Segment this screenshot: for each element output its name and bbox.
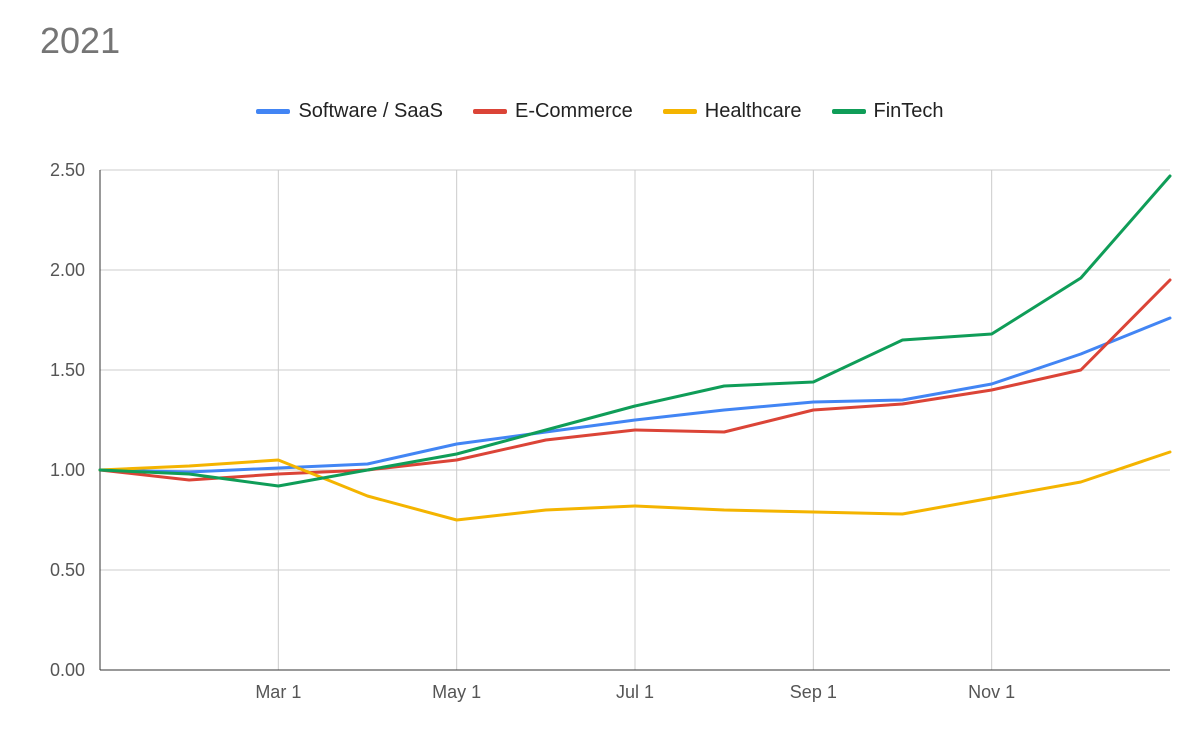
line-chart: 2021 Software / SaaS E-Commerce Healthca…: [0, 0, 1200, 742]
y-tick-label: 1.50: [50, 360, 85, 380]
x-tick-label: Mar 1: [255, 682, 301, 702]
y-tick-label: 0.50: [50, 560, 85, 580]
y-tick-label: 2.50: [50, 160, 85, 180]
y-tick-label: 2.00: [50, 260, 85, 280]
x-tick-label: May 1: [432, 682, 481, 702]
y-tick-label: 1.00: [50, 460, 85, 480]
x-tick-label: Nov 1: [968, 682, 1015, 702]
x-tick-label: Sep 1: [790, 682, 837, 702]
x-tick-label: Jul 1: [616, 682, 654, 702]
plot-svg: 0.00 0.50 1.00 1.50 2.00 2.50 Mar 1 May 1 Jul 1 S…: [0, 0, 1200, 742]
y-tick-label: 0.00: [50, 660, 85, 680]
